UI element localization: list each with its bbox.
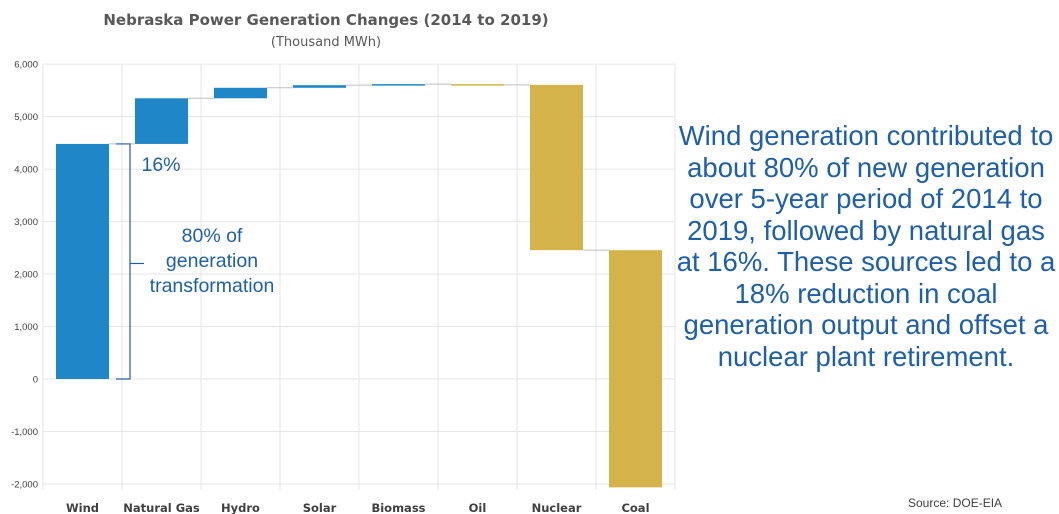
x-tick-label: Nuclear	[532, 501, 582, 514]
y-tick-label: -2,000	[11, 479, 38, 490]
bars	[56, 83, 662, 488]
x-axis: Wind Natural Gas Hydro Solar Biomass Oil Nucle…	[66, 501, 650, 514]
chart-subtitle: (Thousand MWh)	[271, 35, 381, 50]
summary-text: Wind generation contributed to about 80%…	[676, 120, 1056, 372]
y-tick-label: 0	[33, 375, 38, 386]
y-tick-label: -1,000	[11, 427, 38, 438]
y-tick-label: 6,000	[14, 60, 38, 71]
y-tick-label: 5,000	[14, 112, 38, 123]
bar-nuclear	[530, 84, 583, 251]
bar-coal	[609, 250, 662, 488]
chart-title: Nebraska Power Generation Changes (2014 …	[103, 11, 548, 29]
y-tick-label: 1,000	[14, 322, 38, 333]
x-tick-label: Natural Gas	[123, 501, 200, 514]
y-tick-label: 2,000	[14, 270, 38, 281]
annotations: 16% 80% of generation transformation	[116, 143, 275, 380]
x-tick-label: Wind	[66, 501, 99, 514]
source-note: Source: DOE-EIA	[908, 496, 1003, 510]
wind-share-label-line-1: 80% of	[182, 225, 243, 247]
wind-share-label-line-2: generation	[166, 250, 258, 272]
y-axis: -2,000 -1,000 0 1,000 2,000 3,000 4,000 5,000 6,…	[11, 60, 38, 491]
x-tick-label: Coal	[621, 501, 649, 514]
wind-share-label-line-3: transformation	[150, 275, 275, 297]
y-tick-label: 4,000	[14, 165, 38, 176]
x-tick-label: Biomass	[371, 501, 425, 514]
bar-solar	[293, 85, 346, 88]
wind-bracket	[116, 143, 131, 380]
x-tick-label: Oil	[469, 501, 487, 514]
bar-natural-gas	[135, 98, 188, 144]
x-tick-label: Solar	[303, 501, 337, 514]
x-tick-label: Hydro	[221, 501, 260, 514]
bar-hydro	[214, 87, 267, 99]
bar-biomass	[372, 84, 425, 86]
bar-wind	[56, 143, 109, 379]
bar-oil	[451, 84, 504, 86]
y-tick-label: 3,000	[14, 217, 38, 228]
natural-gas-share-label: 16%	[141, 154, 180, 176]
